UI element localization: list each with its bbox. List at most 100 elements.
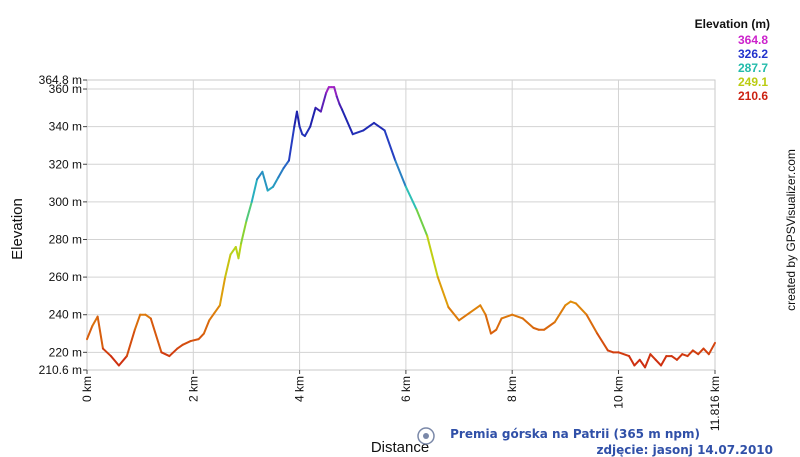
elevation-segment (341, 108, 354, 136)
elevation-segment (333, 86, 338, 98)
elevation-segment (564, 300, 572, 307)
elevation-segment (484, 313, 492, 335)
elevation-segment (208, 311, 216, 322)
elevation-segment (202, 319, 211, 335)
elevation-segment (394, 159, 407, 188)
legend-entry: 326.2 (738, 47, 768, 61)
plot-frame (86, 79, 716, 371)
elevation-segment (125, 328, 136, 358)
elevation-segment (229, 246, 237, 256)
elevation-segment (633, 358, 641, 367)
elevation-segment (101, 347, 112, 358)
elevation-segment (287, 125, 296, 162)
elevation-segment (495, 317, 503, 331)
elevation-segment (521, 317, 535, 329)
y-tick-label: 220 m (49, 345, 82, 359)
elevation-segment (181, 340, 192, 346)
elevation-segment (351, 129, 365, 136)
elevation-segment (250, 178, 259, 203)
elevation-segment (500, 313, 514, 320)
elevation-segment (272, 176, 280, 188)
elevation-segment (91, 315, 99, 327)
elevation-segment (383, 129, 397, 162)
elevation-segment (447, 306, 461, 322)
elevation-segment (133, 313, 142, 331)
elevation-segment (415, 208, 429, 237)
elevation-segment (644, 353, 652, 369)
elevation-segment (96, 315, 104, 350)
elevation-segment (117, 355, 128, 367)
elevation-segment (237, 242, 243, 260)
y-tick-label: 320 m (49, 157, 82, 171)
elevation-segment (109, 355, 120, 367)
elevation-segment (314, 106, 322, 113)
elevation-segment (543, 321, 556, 331)
elevation-segment (691, 349, 700, 356)
elevation-segment (574, 302, 588, 316)
elevation-segment (149, 317, 163, 354)
elevation-segment (325, 86, 330, 94)
elevation-segment (362, 121, 376, 132)
elevation-segment (585, 313, 599, 335)
x-axis-title: Distance (371, 439, 429, 456)
elevation-segment (197, 332, 205, 341)
y-tick-label: 360 m (49, 82, 82, 96)
elevation-segment (261, 170, 269, 192)
x-tick-label: 8 km (505, 376, 519, 402)
elevation-segment (256, 170, 264, 181)
elevation-segment (144, 313, 152, 320)
elevation-segment (298, 125, 304, 136)
elevation-segment (266, 185, 275, 192)
elevation-segment (309, 106, 317, 128)
elevation-segment (686, 349, 694, 358)
elevation-segment (189, 338, 200, 343)
elevation-segment (649, 353, 657, 361)
y-tick-label: 210.6 m (39, 363, 82, 377)
y-axis-title: Elevation (9, 198, 26, 260)
legend-entry: 364.8 (738, 33, 768, 47)
elevation-segment (628, 355, 636, 367)
caption-credit: zdjęcie: jasonj 14.07.2010 (596, 443, 773, 457)
camera-watermark-icon (417, 427, 435, 445)
elevation-segment (373, 121, 386, 132)
caption-title: Premia górska na Patrii (365 m npm) (450, 427, 700, 441)
y-tick-label: 280 m (49, 232, 82, 246)
credit-text: created by GPSVisualizer.com (784, 149, 798, 311)
elevation-segment (654, 358, 663, 367)
elevation-segment (295, 110, 301, 128)
elevation-segment (335, 95, 341, 106)
elevation-segment (638, 358, 647, 369)
elevation-segment (697, 347, 705, 356)
elevation-segment (282, 159, 290, 170)
elevation-segment (224, 253, 232, 279)
x-tick-labels: 0 km 2 km 4 km 6 km 8 km 10 km 11.816 km (80, 370, 722, 431)
elevation-segment (218, 276, 227, 307)
legend-entry: 287.7 (738, 61, 768, 75)
elevation-segment (338, 103, 344, 111)
y-tick-label: 240 m (49, 308, 82, 322)
y-tick-label: 364.8 m (39, 73, 82, 87)
elevation-segment (617, 351, 631, 358)
y-tick-label: 300 m (49, 195, 82, 209)
elevation-segment (702, 347, 710, 356)
elevation-segment (553, 304, 567, 324)
x-tick-label: 0 km (80, 376, 94, 402)
x-tick-label: 2 km (186, 376, 200, 402)
legend-entry: 210.6 (738, 89, 768, 103)
x-tick-label: 4 km (293, 376, 307, 402)
y-tick-label: 260 m (49, 270, 82, 284)
x-tick-label: 11.816 km (708, 376, 722, 431)
y-tick-label: 340 m (49, 120, 82, 134)
elevation-segment (426, 234, 439, 279)
elevation-segment (86, 324, 94, 341)
elevation-segment (240, 219, 248, 245)
elevation-segment (404, 185, 418, 211)
elevation-segment (596, 332, 609, 352)
elevation-segment (707, 341, 716, 356)
elevation-segment (319, 91, 328, 113)
elevation-segment (213, 304, 221, 314)
elevation-segment (489, 328, 498, 335)
